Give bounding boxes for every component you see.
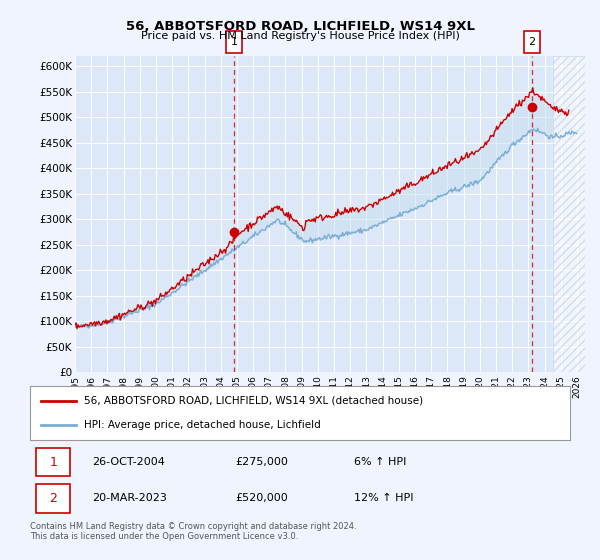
- Text: 1: 1: [230, 37, 238, 47]
- FancyBboxPatch shape: [524, 31, 539, 53]
- Text: 26-OCT-2004: 26-OCT-2004: [92, 457, 165, 467]
- Text: 6% ↑ HPI: 6% ↑ HPI: [354, 457, 406, 467]
- Text: 56, ABBOTSFORD ROAD, LICHFIELD, WS14 9XL: 56, ABBOTSFORD ROAD, LICHFIELD, WS14 9XL: [125, 20, 475, 32]
- Text: Contains HM Land Registry data © Crown copyright and database right 2024.
This d: Contains HM Land Registry data © Crown c…: [30, 522, 356, 542]
- Text: Price paid vs. HM Land Registry's House Price Index (HPI): Price paid vs. HM Land Registry's House …: [140, 31, 460, 41]
- Text: 2: 2: [49, 492, 57, 505]
- Text: HPI: Average price, detached house, Lichfield: HPI: Average price, detached house, Lich…: [84, 420, 321, 430]
- FancyBboxPatch shape: [226, 31, 242, 53]
- FancyBboxPatch shape: [37, 447, 70, 477]
- FancyBboxPatch shape: [37, 484, 70, 513]
- Polygon shape: [553, 56, 585, 372]
- Text: 2: 2: [529, 37, 535, 47]
- Text: £275,000: £275,000: [235, 457, 288, 467]
- Text: 1: 1: [49, 455, 57, 469]
- Text: £520,000: £520,000: [235, 493, 288, 503]
- Text: 12% ↑ HPI: 12% ↑ HPI: [354, 493, 413, 503]
- Text: 56, ABBOTSFORD ROAD, LICHFIELD, WS14 9XL (detached house): 56, ABBOTSFORD ROAD, LICHFIELD, WS14 9XL…: [84, 396, 423, 406]
- Text: 20-MAR-2023: 20-MAR-2023: [92, 493, 167, 503]
